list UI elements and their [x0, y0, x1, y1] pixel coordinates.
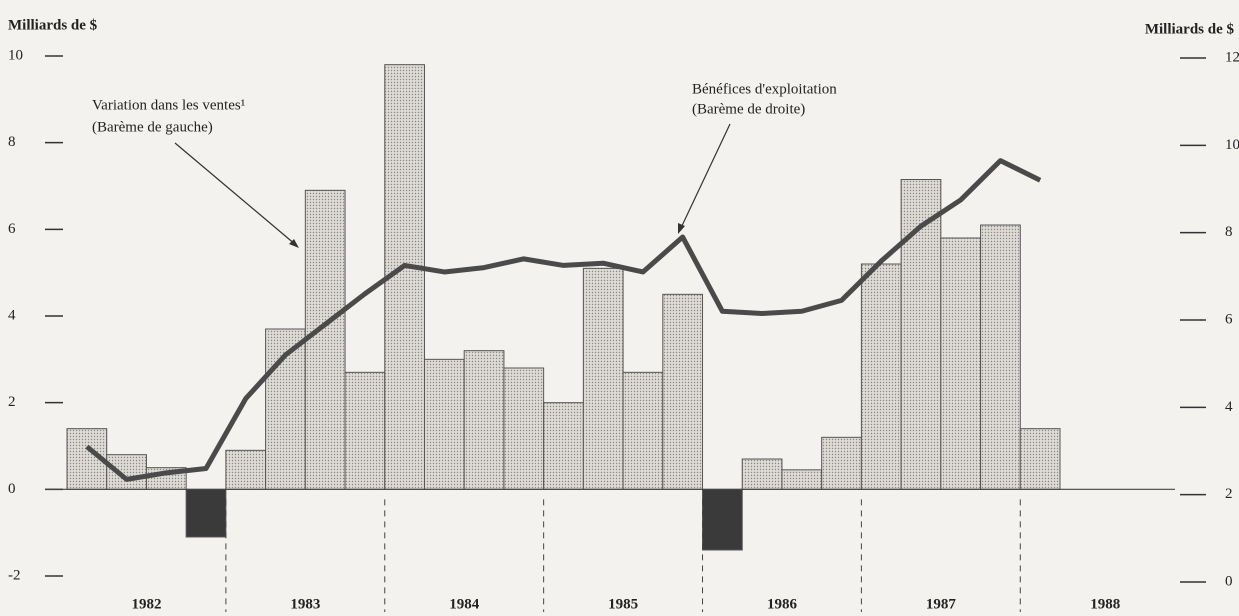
bar [860, 263, 902, 490]
bar [781, 469, 823, 490]
y2-tick-label: 4 [1225, 399, 1233, 415]
year-label: 1983 [290, 596, 320, 612]
y-tick-label: 8 [8, 134, 16, 150]
bar [304, 189, 346, 490]
bar [344, 371, 386, 490]
y-tick-label: 0 [8, 481, 16, 497]
bar [622, 371, 664, 490]
y-tick-label: 4 [8, 307, 16, 323]
y2-tick-label: 2 [1225, 486, 1233, 502]
year-label: 1987 [926, 596, 957, 612]
arrow [174, 142, 297, 246]
bar [940, 237, 982, 490]
bar [503, 367, 545, 490]
year-label: 1985 [608, 596, 638, 612]
year-label: 1986 [767, 596, 798, 612]
y2-tick-label: 6 [1225, 311, 1233, 327]
bar [741, 458, 783, 490]
bar [702, 488, 743, 551]
arrowhead [678, 223, 685, 234]
bar [821, 436, 862, 490]
year-label: 1982 [131, 596, 161, 612]
bar [225, 449, 267, 490]
bar [423, 358, 465, 490]
bar [1019, 428, 1061, 490]
y-tick-label: 6 [8, 221, 16, 237]
y-axis-label: Milliards de $ [8, 17, 98, 33]
annotation: Bénéfices d'exploitation [692, 81, 837, 97]
y-tick-label: -2 [8, 567, 21, 583]
y2-axis-label: Milliards de $ [1145, 21, 1235, 37]
year-label: 1988 [1090, 596, 1120, 612]
bar [463, 350, 505, 490]
y2-tick-label: 8 [1225, 224, 1233, 240]
year-label: 1984 [449, 596, 480, 612]
y-tick-label: 10 [8, 47, 23, 63]
y2-tick-label: 12 [1225, 49, 1239, 65]
bar [106, 454, 147, 490]
annotation: Variation dans les ventes¹ [92, 97, 245, 113]
line [85, 158, 1042, 482]
y2-tick-label: 10 [1225, 137, 1239, 153]
bar [543, 402, 584, 490]
bar [582, 267, 624, 490]
y-tick-label: 2 [8, 394, 16, 410]
annotation: (Barème de droite) [692, 101, 805, 117]
y2-tick-label: 0 [1225, 573, 1233, 589]
bar [900, 179, 942, 490]
annotation: (Barème de gauche) [92, 119, 213, 135]
bar [980, 224, 1021, 490]
arrow [679, 123, 731, 231]
bar [662, 293, 704, 490]
bar [185, 488, 227, 538]
arrowhead [289, 239, 299, 248]
